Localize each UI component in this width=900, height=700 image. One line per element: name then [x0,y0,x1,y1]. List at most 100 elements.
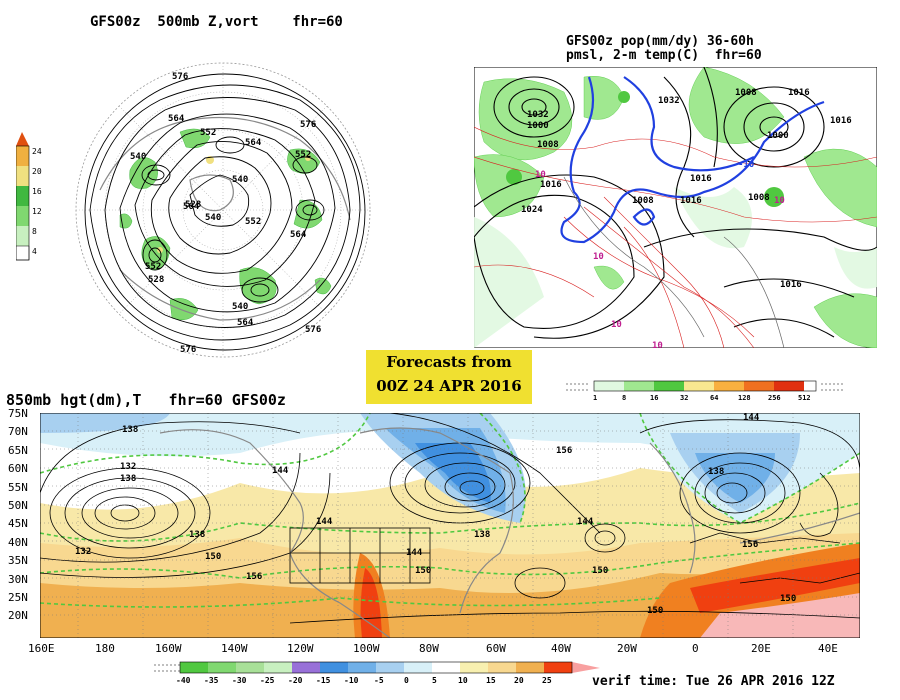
contour-label: 552 [295,150,312,160]
banner-line2: 00Z 24 APR 2016 [376,377,522,395]
cbar-tick: 20 [514,676,524,685]
map-850mb [40,413,860,638]
contour-label: 540 [232,175,249,185]
cbar-tick: 5 [432,676,437,685]
lat-label: 40N [8,535,28,549]
lat-label: 55N [8,480,28,494]
temp-label: 10 [652,341,663,351]
height-label: 138 [122,425,139,435]
contour-label: 528 [185,200,202,210]
lon-label: 160E [28,642,55,655]
contour-label: 552 [245,217,262,227]
cbar-tick: -25 [260,676,275,685]
isobar-label: 1016 [830,116,852,126]
height-label: 132 [120,462,137,472]
cbar-tick: 20 [32,167,42,176]
height-label: 156 [556,446,573,456]
isobar-label: 1032 [527,110,549,120]
isobar-label: 1000 [767,131,789,141]
isobar-label: 1008 [748,193,770,203]
panel-500mb-title: GFS00z 500mb Z,vort fhr=60 [90,14,343,30]
temp-label: 10 [593,252,604,262]
lat-label: 60N [8,462,28,476]
height-label: 150 [647,606,664,616]
cbar-tick: -40 [176,676,191,685]
contour-label: 564 [237,318,254,328]
height-label: 144 [743,413,760,423]
height-label: 144 [272,466,289,476]
cbar-tick: 32 [680,394,689,402]
temp-label: 10 [774,196,785,206]
height-label: 150 [592,566,609,576]
cbar-tick: -15 [316,676,331,685]
lon-label: 180 [95,642,115,655]
lon-label: 160W [155,642,182,655]
isobar-label: 1024 [521,205,543,215]
lon-label: 0 [692,642,699,655]
cbar-tick: 4 [32,247,37,256]
isobar-label: 1032 [658,96,680,106]
cbar-tick: -30 [232,676,247,685]
lat-label: 30N [8,572,28,586]
cbar-tick: 25 [542,676,552,685]
contour-label: 576 [305,325,322,335]
lon-label: 80W [419,642,439,655]
cbar-tick: 12 [32,207,42,216]
panel-pop-title-line2: pmsl, 2-m temp(C) fhr=60 [566,48,762,63]
cbar-tick: 8 [32,227,37,236]
contour-label: 552 [145,262,162,272]
lat-label: 20N [8,609,28,623]
height-label: 138 [474,530,491,540]
lon-label: 40W [551,642,571,655]
cbar-tick: 256 [768,394,781,402]
lon-label: 20W [617,642,637,655]
contour-label: 564 [183,202,200,212]
height-label: 144 [577,517,594,527]
height-label: 144 [316,517,333,527]
lat-label: 45N [8,517,28,531]
lon-axis: 160E 180 160W 140W 120W 100W 80W 60W 40W… [0,642,880,656]
isobar-label: 1016 [780,280,802,290]
lat-label: 70N [8,425,28,439]
height-label: 150 [415,566,432,576]
isobar-label: 1016 [680,196,702,206]
isobar-label: 1000 [527,121,549,131]
lat-label: 35N [8,554,28,568]
cbar-tick: 512 [798,394,811,402]
lat-label: 50N [8,499,28,513]
cbar-tick: 16 [650,394,659,402]
lat-label: 65N [8,443,28,457]
polar-map-500mb [75,62,371,358]
isobar-label: 1016 [540,180,562,190]
lat-label: 75N [8,407,28,420]
contour-label: 528 [148,275,165,285]
height-label: 138 [120,474,137,484]
panel-500mb-colorbar-ticks: 24 20 16 12 8 4 [32,142,52,262]
lon-label: 140W [221,642,248,655]
isobar-label: 1008 [632,196,654,206]
isobar-label: 1008 [735,88,757,98]
contour-label: 576 [172,72,189,82]
cbar-tick: 0 [404,676,409,685]
lon-label: 100W [353,642,380,655]
contour-label: 564 [290,230,307,240]
temp-label: 10 [611,320,622,330]
panel-850mb-colorbar [154,661,600,674]
contour-label: 576 [180,345,197,355]
height-label: 156 [742,540,759,550]
contour-label: 540 [232,302,249,312]
height-label: 156 [246,572,263,582]
lon-label: 40E [818,642,838,655]
cbar-tick: 64 [710,394,719,402]
height-label: 138 [189,530,206,540]
height-label: 138 [708,467,725,477]
cbar-tick: 10 [458,676,468,685]
height-label: 150 [205,552,222,562]
panel-pop-colorbar [566,380,844,392]
contour-label: 564 [245,138,262,148]
lat-label: 25N [8,591,28,605]
cbar-tick: -10 [344,676,359,685]
cbar-tick: 8 [622,394,627,402]
contour-label: 540 [130,152,147,162]
cbar-tick: -5 [374,676,384,685]
